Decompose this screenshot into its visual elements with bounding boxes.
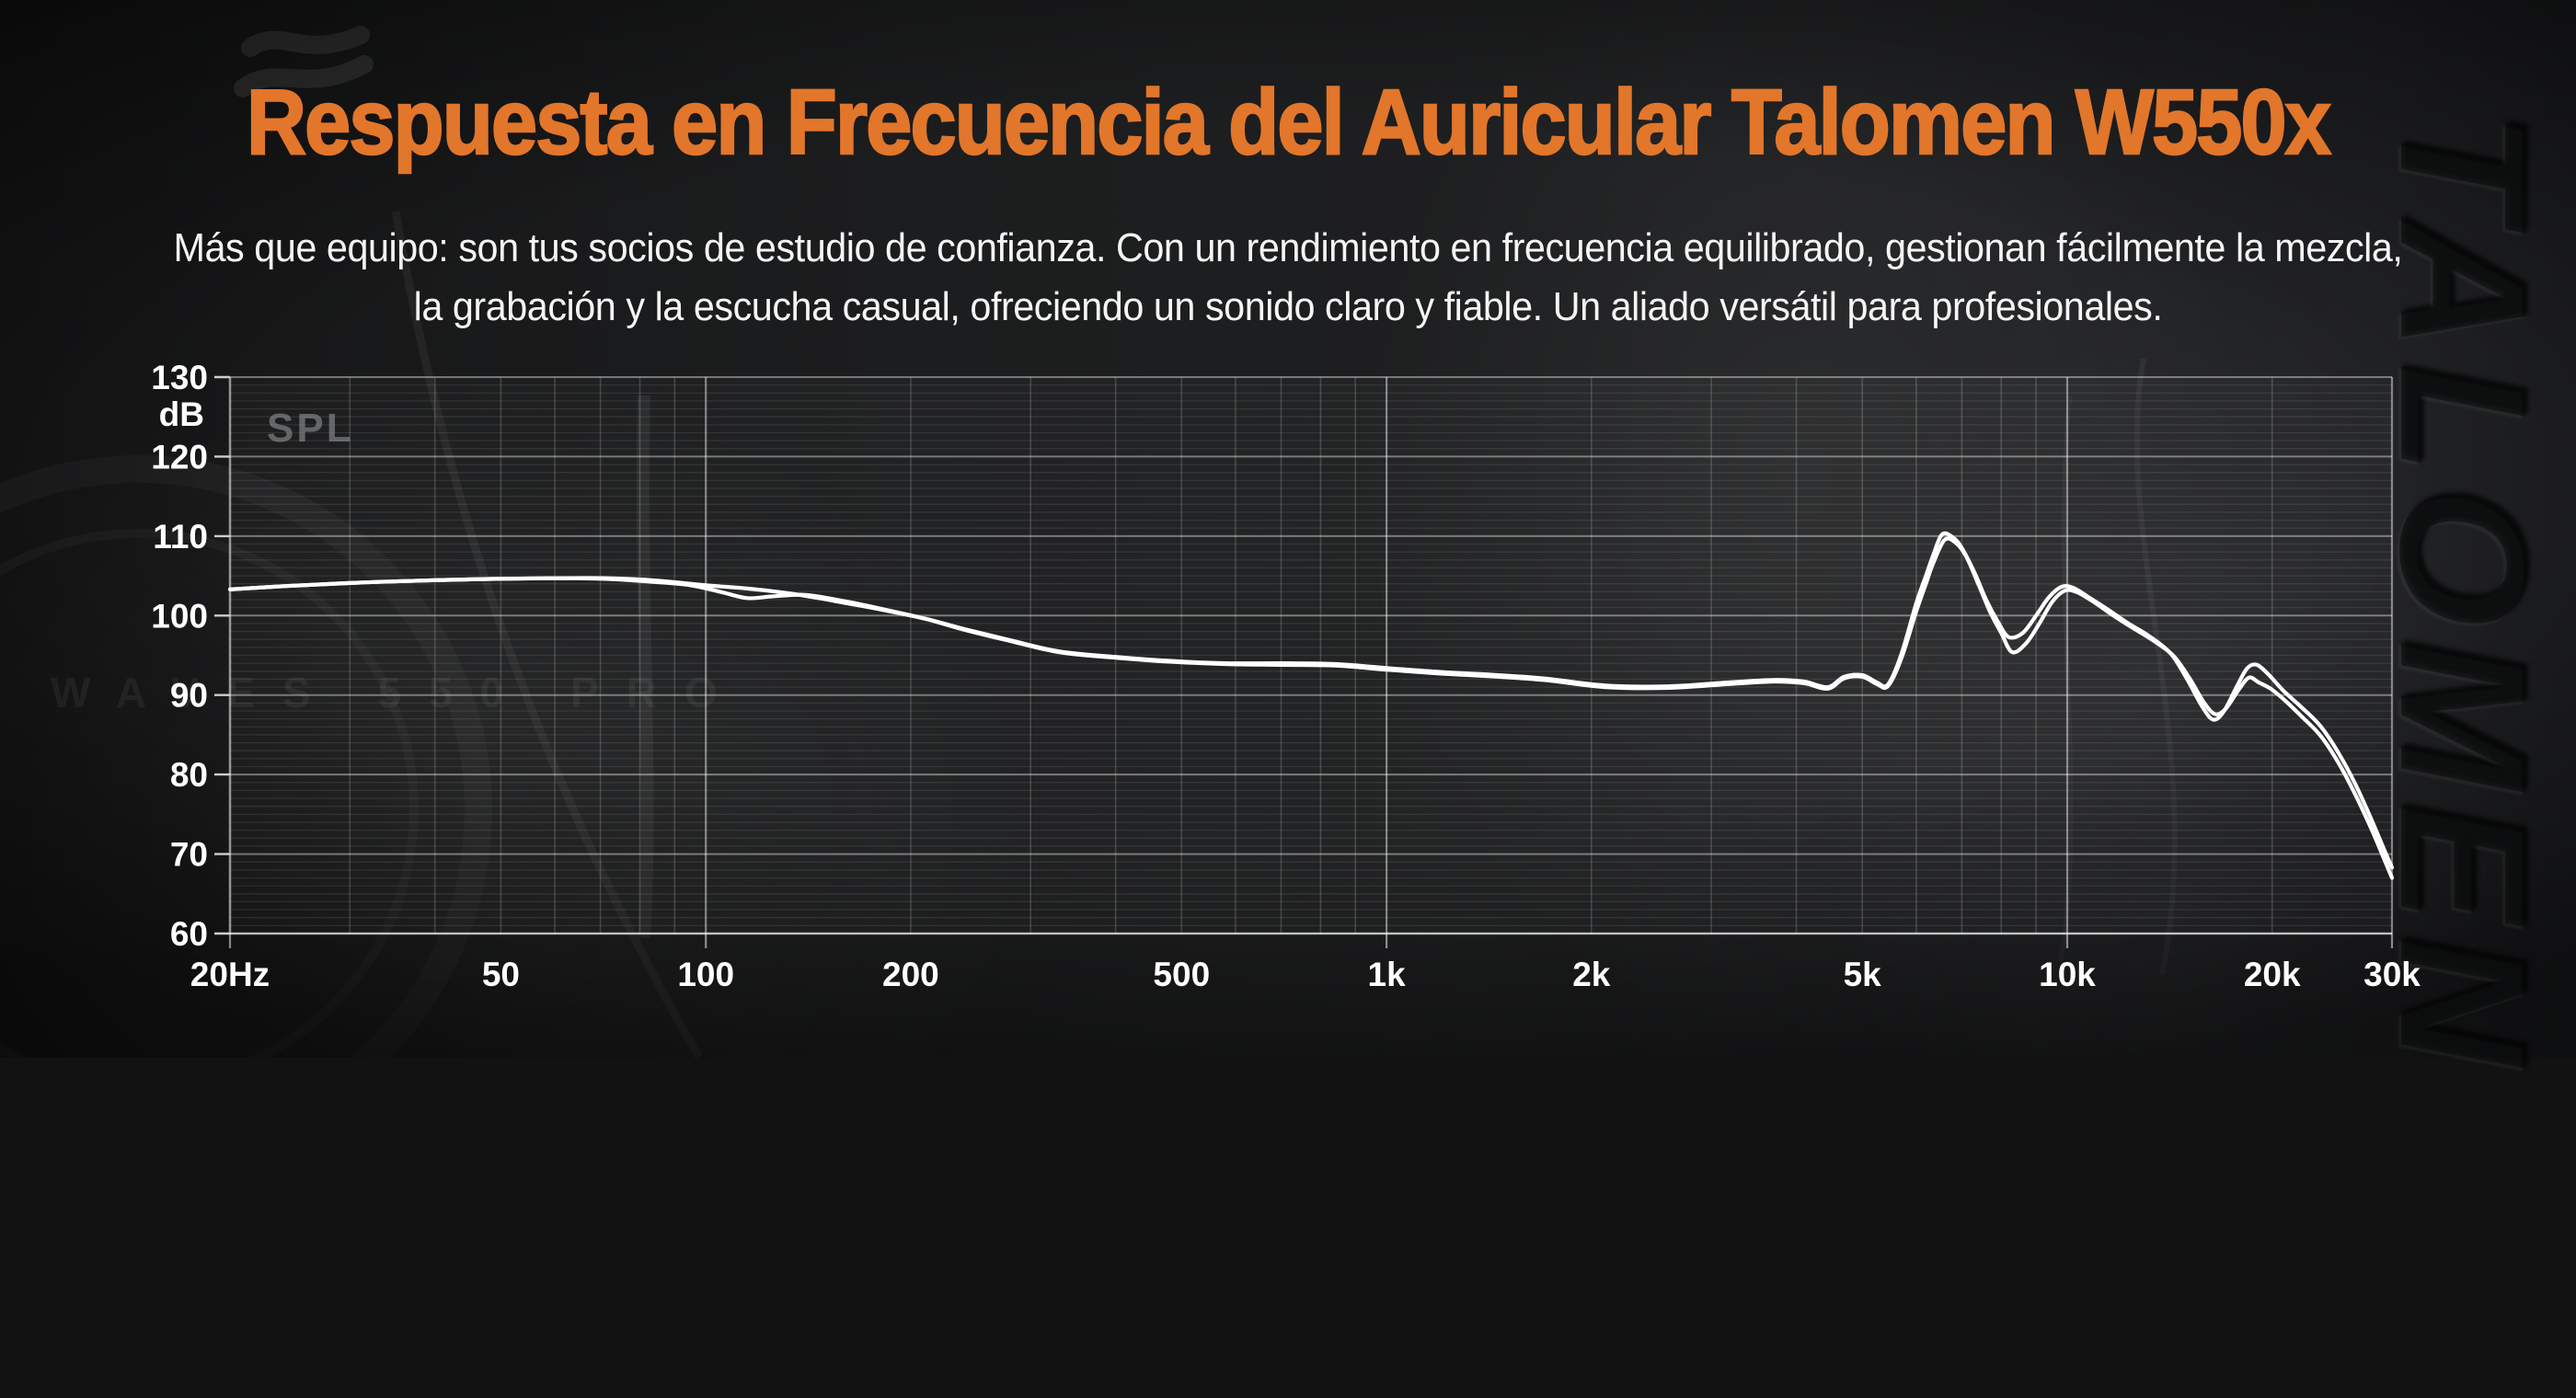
x-axis-ticks	[228, 934, 2394, 948]
y-axis-label: 100	[151, 597, 208, 635]
x-axis-label: 100	[677, 956, 734, 993]
page-subtitle-line2: la grabación y la escucha casual, ofreci…	[413, 284, 2163, 329]
y-axis-label: 130	[151, 359, 208, 396]
y-axis-label: 60	[170, 915, 208, 953]
page: { "header": { "title": "Respuesta en Fre…	[0, 0, 2576, 1078]
curve-channel-right	[227, 536, 2395, 880]
page-subtitle-line1: Más que equipo: son tus socios de estudi…	[173, 225, 2403, 270]
x-axis-labels: 20Hz 50 100 200 500 1k 2k 5k 10k 20k 30k	[190, 956, 2421, 993]
x-axis-label: 30k	[2363, 956, 2421, 993]
grid-major-vertical	[705, 377, 2069, 934]
x-axis-label: 200	[882, 956, 939, 993]
grid-minor-vertical	[349, 377, 2273, 934]
vignette-overlay	[0, 0, 2576, 1058]
y-axis-label: 70	[170, 836, 208, 874]
x-axis-label: 2k	[1572, 956, 1611, 993]
product-watermark: WAVES 550 PRO	[51, 669, 718, 716]
x-axis-label: 10k	[2039, 956, 2096, 993]
y-axis-labels: 130 120 110 100 90 80 70 60 dB	[151, 359, 208, 953]
y-axis-label: 90	[170, 677, 208, 715]
x-axis-label: 20Hz	[190, 956, 270, 993]
page-title: Respuesta en Frecuencia del Auricular Ta…	[246, 70, 2332, 176]
spl-label: SPL	[267, 406, 354, 451]
y-axis-ticks	[214, 375, 230, 935]
y-axis-label: 80	[170, 756, 208, 794]
x-axis-label: 500	[1153, 956, 1210, 993]
grid-minor-horizontal	[230, 384, 2392, 927]
y-axis-label: 110	[153, 518, 208, 556]
x-axis-label: 50	[482, 956, 520, 993]
x-axis-label: 20k	[2244, 956, 2301, 993]
page-subtitle: Más que equipo: son tus socios de estudi…	[77, 219, 2499, 337]
y-axis-unit-label: dB	[159, 395, 204, 433]
y-axis-label: 120	[151, 438, 208, 476]
x-axis-label: 5k	[1844, 956, 1882, 993]
frequency-response-chart: 130 120 110 100 90 80 70 60 dB 20Hz 50 100 200 500 1k 2…	[151, 359, 2421, 993]
x-axis-label: 1k	[1368, 956, 1407, 993]
